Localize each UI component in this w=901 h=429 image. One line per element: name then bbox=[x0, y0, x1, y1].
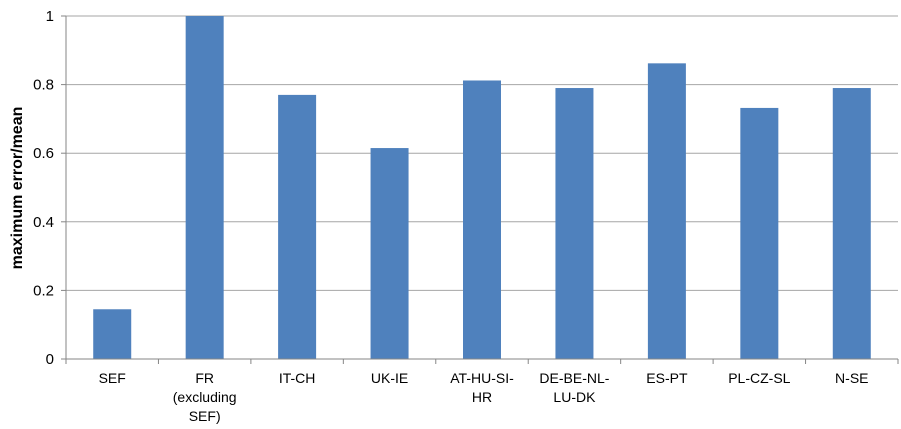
bar bbox=[370, 148, 409, 359]
y-tick-label: 0 bbox=[46, 351, 54, 368]
bar bbox=[93, 309, 132, 359]
bar bbox=[278, 94, 317, 359]
x-tick-label: FR (excluding SEF) bbox=[173, 370, 237, 424]
y-tick-label: 1 bbox=[46, 8, 54, 25]
bar bbox=[740, 107, 779, 359]
x-tick-label: AT-HU-SI-HR bbox=[450, 370, 514, 405]
x-tick-label: UK-IE bbox=[371, 370, 408, 386]
x-tick-label: N-SE bbox=[835, 370, 868, 386]
bar bbox=[832, 88, 871, 359]
y-axis-label: maximum error/mean bbox=[9, 107, 26, 270]
x-tick-label: ES-PT bbox=[646, 370, 688, 386]
y-tick-label: 0.2 bbox=[33, 282, 54, 299]
bars bbox=[93, 16, 871, 360]
x-tick-label: DE-BE-NL-LU-DK bbox=[539, 370, 609, 405]
y-tick-label: 0.8 bbox=[33, 77, 54, 94]
x-tick-label: SEF bbox=[99, 370, 126, 386]
x-tick-labels: SEF FR (excluding SEF) IT-CH UK-IE AT-HU-SI-HR… bbox=[99, 370, 869, 424]
bar bbox=[647, 63, 686, 360]
bar bbox=[185, 16, 224, 359]
y-tick-labels: 0 0.2 0.4 0.6 0.8 1 bbox=[33, 8, 54, 368]
bar bbox=[555, 88, 594, 359]
bar bbox=[463, 80, 501, 359]
axes bbox=[61, 15, 899, 364]
x-tick-label: PL-CZ-SL bbox=[728, 370, 790, 386]
x-tick-label: IT-CH bbox=[279, 370, 316, 386]
y-tick-label: 0.6 bbox=[33, 145, 54, 162]
y-tick-label: 0.4 bbox=[33, 214, 54, 231]
